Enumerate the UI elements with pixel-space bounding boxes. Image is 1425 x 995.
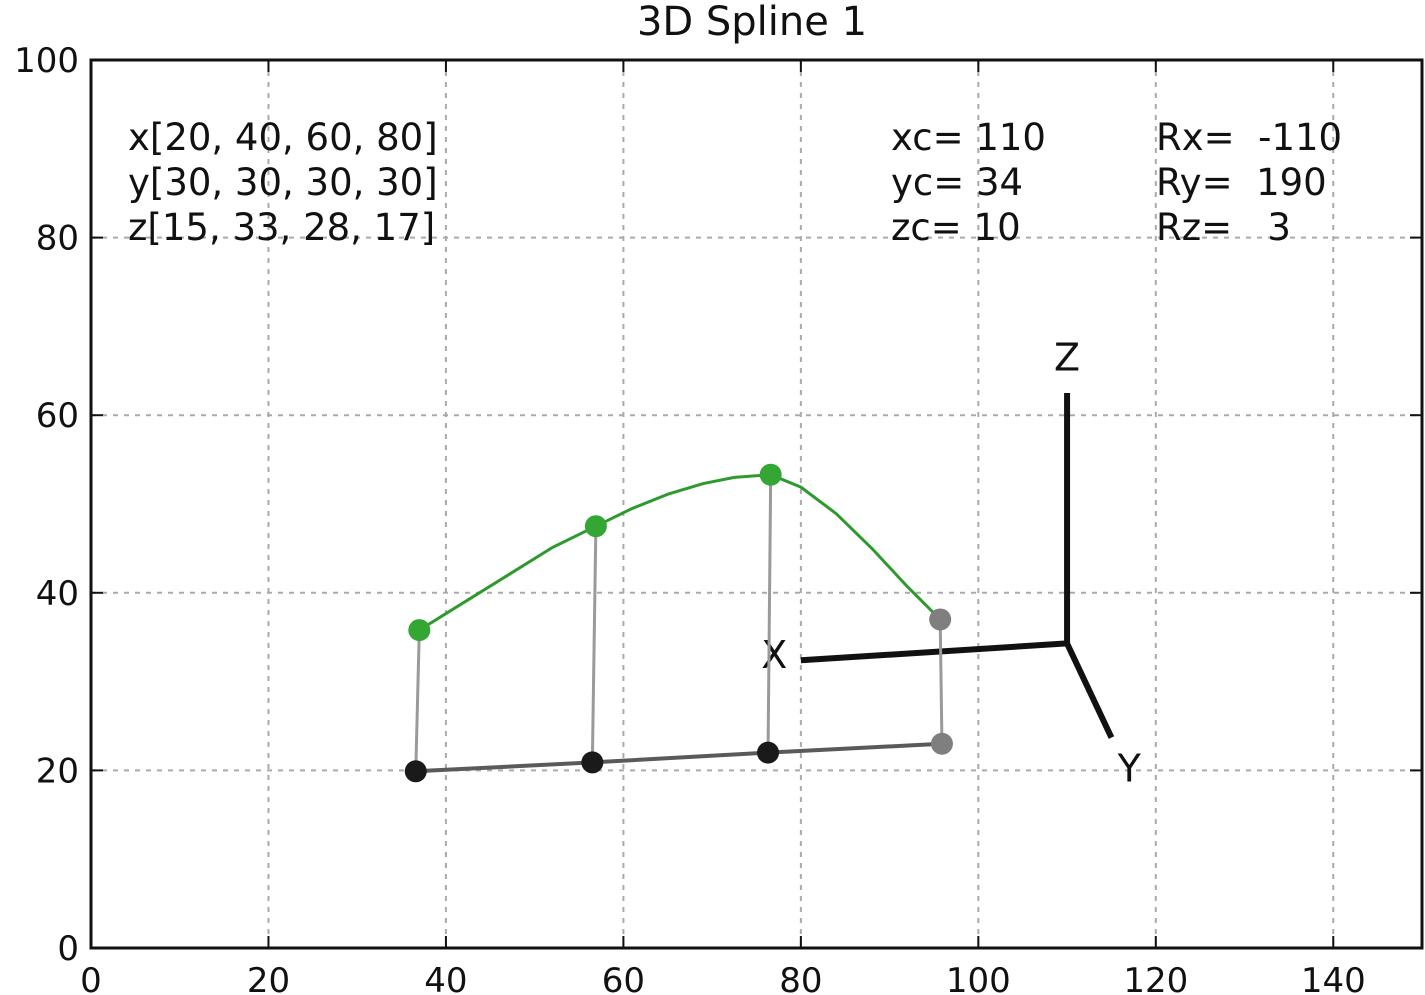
x-tick-label: 100 [946,961,1011,995]
rotation-annotation: Ry= 190 [1156,161,1327,204]
rotation-annotation: Rz= 3 [1156,206,1291,249]
base-point [581,751,604,774]
array-annotation: z[15, 33, 28, 17] [128,206,435,249]
drop-line [590,526,598,763]
coord-x-label: X [761,633,787,677]
center-annotation: zc= 10 [891,206,1021,249]
drop-line [766,474,773,753]
x-tick-label: 80 [779,961,822,995]
base-line [415,741,943,774]
base-point [757,741,780,764]
spline-point [929,608,952,631]
grid [91,60,1422,948]
x-tick-label: 0 [80,961,102,995]
coord-y-label: Y [1117,747,1142,791]
x-tick-label: 60 [602,961,645,995]
drop-line [938,619,944,744]
spline-curve [418,473,942,632]
x-tick-label: 40 [424,961,467,995]
y-tick-label: 60 [36,396,79,436]
drop-line [414,630,421,772]
plot-area: X Y Z [404,335,1142,791]
chart-title: 3D Spline 1 [637,0,867,45]
annotations: x[20, 40, 60, 80]y[30, 30, 30, 30]z[15, … [128,116,1342,249]
plot-frame [89,58,1424,950]
coord-y-axis-line [1064,642,1115,739]
spline-point [759,463,782,486]
coord-z-label: Z [1054,335,1080,379]
rotation-annotation: Rx= -110 [1156,116,1342,159]
x-tick-label: 120 [1123,961,1188,995]
center-annotation: yc= 34 [891,161,1023,204]
array-annotation: x[20, 40, 60, 80] [128,116,438,159]
spline-point [584,515,607,538]
y-tick-label: 40 [36,574,79,614]
y-tick-label: 100 [14,41,79,81]
base-point [404,760,427,783]
y-tick-label: 80 [36,219,79,259]
base-point [930,732,953,755]
x-tick-label: 140 [1301,961,1366,995]
y-tick-label: 20 [36,751,79,791]
center-annotation: xc= 110 [891,116,1046,159]
array-annotation: y[30, 30, 30, 30] [128,161,438,204]
x-tick-label: 20 [247,961,290,995]
coord-x-axis-line [800,640,1068,664]
axis-ticks: 0 20 40 60 80 100 120 140 0 20 40 60 80 100 [14,41,1422,995]
spline-point [408,619,431,642]
y-tick-label: 0 [57,929,79,969]
